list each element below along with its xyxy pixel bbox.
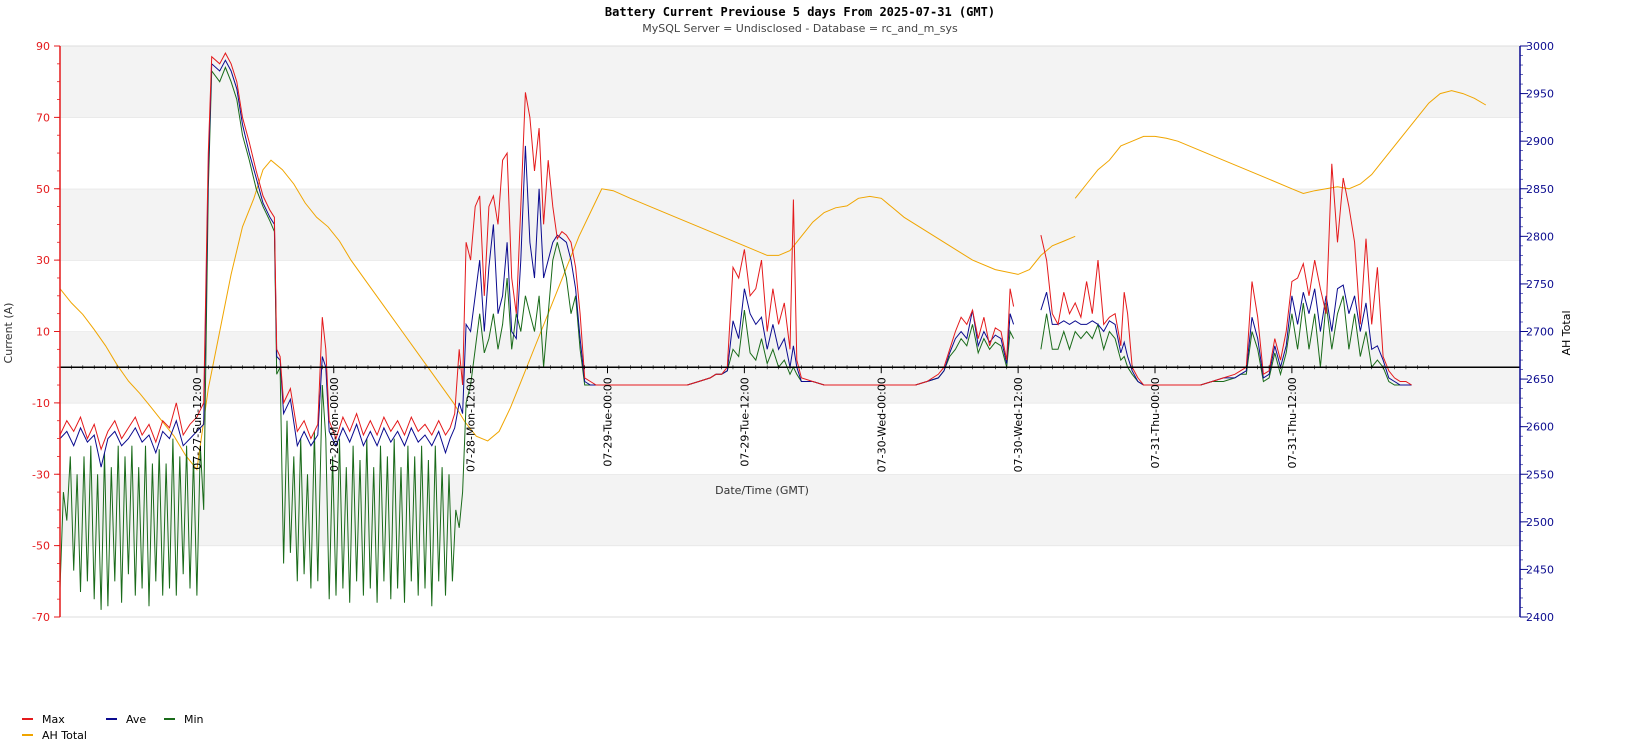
- legend-label-ave: Ave: [126, 713, 146, 726]
- y2-tick-label: 2500: [1526, 516, 1554, 529]
- y2-tick-label: 2600: [1526, 421, 1554, 434]
- y-tick-label: -70: [32, 611, 50, 624]
- y2-tick-label: 2950: [1526, 88, 1554, 101]
- y2-tick-label: 2900: [1526, 135, 1554, 148]
- legend-label-min: Min: [184, 713, 204, 726]
- legend-item-ave: Ave: [106, 713, 146, 726]
- y-tick-label: -30: [32, 468, 50, 481]
- y-tick-label: -50: [32, 540, 50, 553]
- y2-tick-label: 2450: [1526, 563, 1554, 576]
- series-line-min: [59, 66, 1015, 610]
- grid-band: [60, 260, 1520, 332]
- x-axis-label: Date/Time (GMT): [715, 484, 809, 497]
- series-line-min-b: [1040, 295, 1412, 386]
- grid-band: [60, 545, 1520, 617]
- grid-band: [60, 188, 1520, 261]
- grid-band: [60, 402, 1520, 475]
- axes-layer: -70 -50 -30 -10 10 30 50 70 90 2400 2450 2500 2550 26…: [32, 40, 1554, 624]
- legend-label-ah-total: AH Total: [42, 729, 87, 742]
- x-tick-label: 07-28-Mon-12:00: [465, 377, 478, 472]
- chart-subtitle: MySQL Server = Undisclosed - Database = …: [642, 22, 958, 35]
- y2-tick-label: 2400: [1526, 611, 1554, 624]
- x-tick-label: 07-30-Wed-00:00: [875, 377, 888, 472]
- x-tick-label: 07-30-Wed-12:00: [1012, 377, 1025, 472]
- chart-title: Battery Current Previouse 5 days From 20…: [605, 5, 995, 19]
- legend-label-max: Max: [42, 713, 65, 726]
- series-line-ah-total: [59, 159, 1076, 471]
- legend-item-min: Min: [164, 713, 204, 726]
- series-line-ave-b: [1040, 284, 1412, 386]
- x-tick-label: 07-31-Thu-00:00: [1149, 377, 1162, 468]
- y-tick-label: -10: [32, 397, 50, 410]
- legend-item-max: Max: [22, 713, 65, 726]
- grid-band: [60, 117, 1520, 189]
- y-tick-label: 10: [36, 326, 50, 339]
- y-tick-label: 90: [36, 40, 50, 53]
- x-tick-label: 07-27-Sun-12:00: [191, 377, 204, 470]
- y2-tick-label: 3000: [1526, 40, 1554, 53]
- y2-tick-label: 2700: [1526, 326, 1554, 339]
- y-tick-label: 50: [36, 183, 50, 196]
- y2-tick-label: 2650: [1526, 373, 1554, 386]
- legend: Max Ave Min AH Total: [22, 713, 204, 742]
- y-axis-label: Current (A): [2, 303, 15, 364]
- x-tick-label: 07-28-Mon-00:00: [328, 377, 341, 472]
- series-line-max-b: [1040, 163, 1412, 386]
- y-tick-label: 70: [36, 111, 50, 124]
- y2-axis-label: AH Total: [1560, 311, 1573, 356]
- y2-tick-label: 2800: [1526, 230, 1554, 243]
- x-tick-label: 07-31-Thu-12:00: [1286, 377, 1299, 468]
- grid-band: [60, 46, 1520, 118]
- x-tick-label: 07-29-Tue-00:00: [602, 377, 615, 466]
- y2-tick-label: 2850: [1526, 183, 1554, 196]
- series-layer: [59, 52, 1487, 610]
- y2-tick-label: 2750: [1526, 278, 1554, 291]
- legend-item-ah-total: AH Total: [22, 729, 87, 742]
- series-line-ah-total-b: [1074, 90, 1487, 199]
- x-tick-label: 07-29-Tue-12:00: [738, 377, 751, 466]
- y-tick-label: 30: [36, 254, 50, 267]
- series-line-max: [59, 52, 1015, 451]
- y2-tick-label: 2550: [1526, 468, 1554, 481]
